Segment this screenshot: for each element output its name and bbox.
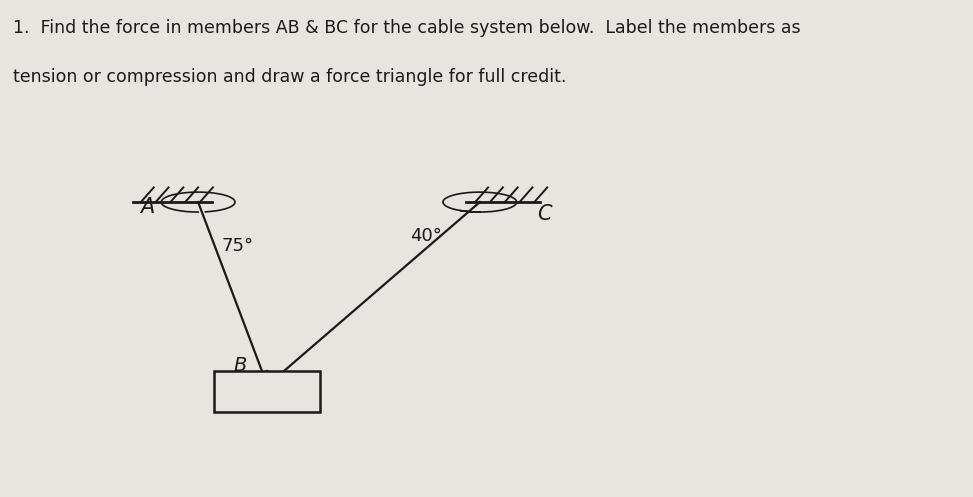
Text: C: C	[537, 204, 552, 224]
Text: 40°: 40°	[411, 227, 443, 246]
Bar	[214, 371, 320, 412]
Text: 1.  Find the force in members AB & BC for the cable system below.  Label the mem: 1. Find the force in members AB & BC for…	[14, 19, 801, 37]
Text: A: A	[140, 197, 155, 217]
Text: 75°: 75°	[221, 237, 253, 255]
Text: tension or compression and draw a force triangle for full credit.: tension or compression and draw a force …	[14, 68, 567, 85]
Text: 80N: 80N	[248, 382, 287, 401]
Text: B: B	[233, 356, 246, 375]
